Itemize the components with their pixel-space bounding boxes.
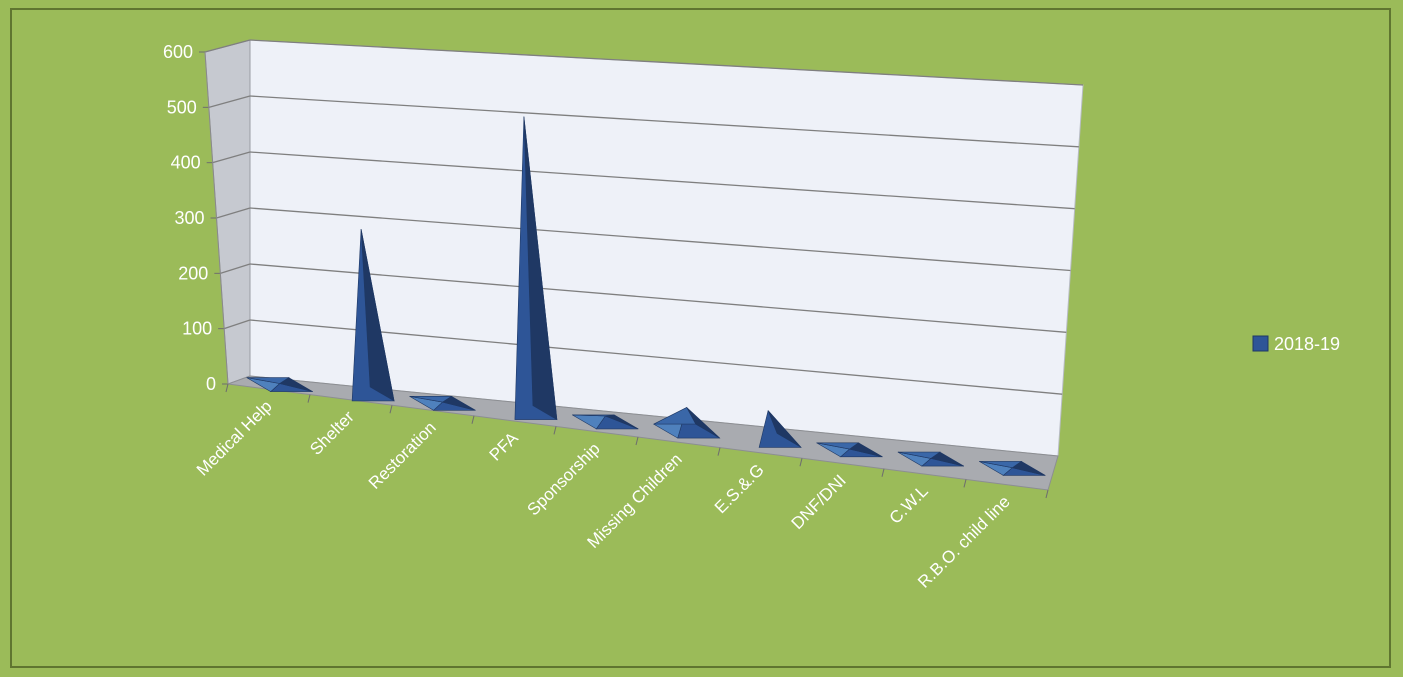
y-axis-line [204, 51, 229, 385]
gridline-side [204, 39, 251, 53]
x-tick-mark [635, 436, 639, 446]
y-tick-label: 300 [174, 208, 204, 228]
pyramid-back-face [897, 451, 941, 459]
x-tick-mark [963, 479, 967, 488]
y-axis-ticks: 0 100 200 300 400 500 600 [163, 42, 229, 394]
pyramid-side-face [523, 116, 558, 421]
gridline-side [216, 207, 251, 219]
y-tick-label: 500 [167, 97, 197, 117]
pyramid-back-face [572, 414, 615, 417]
chart-frame [10, 8, 1391, 668]
gridlines [204, 39, 1084, 395]
x-category-label: Shelter [306, 407, 358, 459]
pyramid-back-face [246, 377, 290, 384]
pyramid-bar [351, 228, 395, 402]
y-tick-label: 200 [178, 263, 208, 283]
y-tick-label: 0 [206, 374, 216, 394]
x-category-label: PFA [486, 428, 523, 465]
pyramid-back-face [816, 442, 860, 450]
x-tick-mark [881, 468, 885, 477]
x-category-label: Missing Children [584, 450, 686, 552]
y-tick-label: 100 [182, 319, 212, 339]
x-tick-mark [553, 426, 557, 435]
pyramid-bar [514, 116, 558, 421]
pyramid-back-face [409, 395, 453, 403]
x-category-label: C.W.L [886, 481, 932, 527]
pyramid-bar [653, 406, 721, 439]
gridline [249, 263, 1067, 333]
gridline [249, 95, 1079, 148]
gridline-side [212, 151, 251, 164]
x-category-label: E.S.&.G [711, 460, 768, 517]
gridline-side [220, 263, 251, 274]
pyramid-back-face [653, 407, 697, 425]
y-tick-label: 400 [171, 153, 201, 173]
legend-label: 2018-19 [1274, 334, 1340, 354]
x-tick-mark [717, 447, 721, 456]
pyramid-bar [897, 451, 965, 467]
pyramid-bar [246, 377, 313, 392]
pyramid-bar [572, 414, 639, 430]
gridline [249, 319, 1063, 395]
bars [246, 116, 1046, 476]
x-tick-mark [471, 415, 475, 424]
pyramid-bar [979, 461, 1046, 476]
gridline [249, 207, 1071, 272]
x-category-label: Restoration [365, 418, 440, 493]
pyramid-bar [758, 409, 802, 448]
pyramid-bar [816, 442, 883, 458]
x-tick-mark [1045, 489, 1049, 499]
x-tick-mark [307, 394, 311, 403]
x-tick-mark [799, 458, 803, 467]
x-category-label: Medical Help [193, 397, 276, 480]
x-category-label: Sponsorship [524, 439, 604, 519]
pyramid-bar [409, 395, 476, 411]
gridline [249, 39, 1084, 86]
x-tick-mark [389, 405, 393, 414]
pyramid-back-face [979, 461, 1023, 469]
pyramid-side-face [767, 410, 802, 448]
x-category-label: R.B.O. child line [914, 492, 1014, 592]
legend-swatch [1252, 335, 1269, 352]
gridline [249, 151, 1075, 210]
pyramid-side-face [360, 228, 395, 402]
x-category-label: DNF/DNI [788, 471, 850, 533]
gridline-side [208, 95, 251, 108]
legend: 2018-19 [1252, 334, 1340, 354]
x-tick-mark [225, 383, 229, 393]
y-tick-label: 600 [163, 42, 193, 62]
gridline-side [223, 319, 251, 330]
